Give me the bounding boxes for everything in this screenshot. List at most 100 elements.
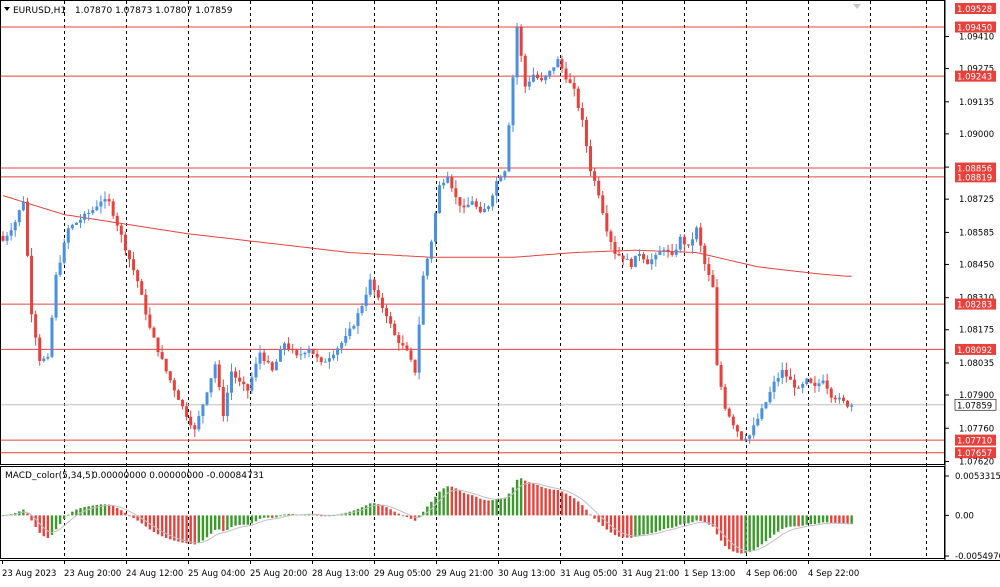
macd-bar xyxy=(777,515,780,532)
candle-body xyxy=(107,199,111,202)
candle-body xyxy=(319,357,323,363)
macd-bar xyxy=(1,515,5,517)
macd-bar xyxy=(42,515,45,537)
macd-bar xyxy=(813,515,817,525)
price-tick-label: 1.08725 xyxy=(959,195,994,205)
macd-bar xyxy=(626,515,629,538)
level-tag xyxy=(955,171,996,183)
candle-body xyxy=(283,343,287,350)
candle-body xyxy=(262,352,266,361)
macd-bar xyxy=(434,496,437,516)
candle-body xyxy=(136,270,140,282)
candle-body xyxy=(772,381,776,392)
candle-body xyxy=(429,241,433,259)
macd-bar xyxy=(124,512,127,516)
candle-body xyxy=(458,197,462,206)
macd-bar xyxy=(413,515,417,521)
macd-bar xyxy=(132,515,135,519)
chart-symbol-title: EURUSD,H1 xyxy=(13,6,66,16)
macd-bar xyxy=(638,515,641,536)
candle-body xyxy=(752,425,756,436)
price-tick-label: 1.09410 xyxy=(959,33,994,43)
macd-bar xyxy=(364,505,368,516)
candle-body xyxy=(699,227,703,246)
candle-body xyxy=(91,210,95,214)
macd-bar xyxy=(205,515,209,538)
candle-body xyxy=(405,345,409,351)
candle-body xyxy=(197,416,201,430)
macd-bar xyxy=(642,515,645,535)
level-tag-label: 1.07657 xyxy=(957,449,992,459)
scroll-marker-icon[interactable] xyxy=(853,4,861,9)
candle-body xyxy=(487,206,491,209)
candle-body xyxy=(401,343,405,346)
candle-body xyxy=(695,227,699,240)
time-label: 23 Aug 2023 xyxy=(2,569,56,579)
candle-body xyxy=(83,213,87,220)
macd-bar xyxy=(230,515,233,528)
macd-bar xyxy=(728,515,731,550)
macd-bar xyxy=(58,515,62,525)
candle-body xyxy=(482,208,486,213)
macd-bar xyxy=(148,515,152,530)
candle-body xyxy=(642,253,646,260)
macd-bar xyxy=(621,515,625,538)
macd-bar xyxy=(87,506,90,516)
candle-body xyxy=(788,376,792,380)
macd-bar xyxy=(34,515,37,527)
candle-body xyxy=(691,239,695,246)
macd-bar xyxy=(830,515,833,523)
candle-body xyxy=(172,380,176,391)
macd-bar xyxy=(617,515,621,537)
macd-histogram xyxy=(1,478,853,554)
macd-bar xyxy=(136,515,139,521)
macd-bar xyxy=(405,515,409,518)
macd-bar xyxy=(156,515,160,535)
candle-body xyxy=(242,381,246,385)
macd-bar xyxy=(736,515,739,553)
macd-bar xyxy=(838,515,841,524)
candle-body xyxy=(470,201,474,205)
macd-bar xyxy=(650,515,653,534)
time-label: 28 Aug 13:00 xyxy=(312,569,369,579)
candle-body xyxy=(311,348,315,354)
level-tag xyxy=(955,343,996,355)
level-tag xyxy=(955,447,996,459)
macd-bar xyxy=(609,515,613,533)
candle-body xyxy=(711,275,715,288)
candle-body xyxy=(748,435,752,439)
macd-bar xyxy=(699,515,702,521)
candle-body xyxy=(348,328,352,337)
macd-bar xyxy=(495,499,498,516)
candle-body xyxy=(593,171,597,181)
macd-bar xyxy=(850,515,853,525)
candle-body xyxy=(829,388,833,398)
candle-body xyxy=(336,348,340,355)
main-chart-frame xyxy=(0,0,945,465)
horizontal-levels xyxy=(0,26,945,454)
candle-body xyxy=(144,294,148,315)
macd-bar xyxy=(744,515,747,554)
macd-bar xyxy=(687,515,690,524)
candle-body xyxy=(670,251,674,255)
price-tick-label: 1.09135 xyxy=(959,98,994,108)
macd-bar xyxy=(442,488,445,516)
macd-bar xyxy=(79,508,82,516)
macd-bar xyxy=(75,509,78,516)
macd-bar xyxy=(152,515,156,533)
candle-body xyxy=(446,176,450,183)
candle-body xyxy=(303,352,307,355)
candlesticks[interactable] xyxy=(1,22,854,444)
macd-bar xyxy=(189,515,192,544)
macd-axis: 0.0053315 0.00 -0.0054970 xyxy=(945,472,1000,562)
candle-body xyxy=(132,259,136,271)
macd-bar xyxy=(630,515,633,538)
candle-body xyxy=(433,213,437,242)
macd-bar xyxy=(679,515,682,525)
symbol-dropdown-icon[interactable] xyxy=(4,7,10,11)
macd-bar xyxy=(454,488,458,516)
macd-bar xyxy=(160,515,164,537)
macd-bar xyxy=(111,505,115,516)
candle-body xyxy=(205,392,209,405)
